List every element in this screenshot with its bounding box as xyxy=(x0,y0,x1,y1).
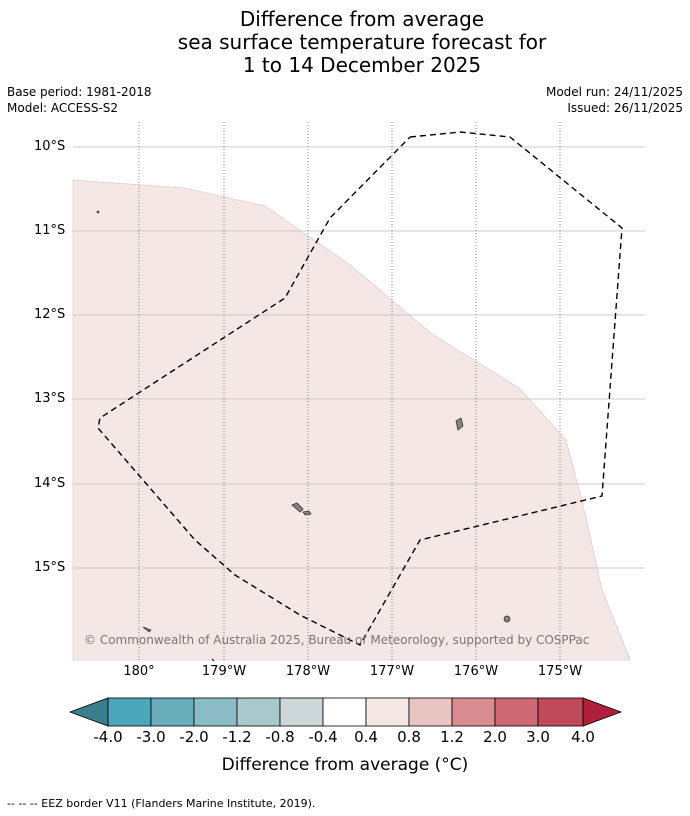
southern-edge-mark xyxy=(211,658,215,662)
meta-left: Base period: 1981-2018 Model: ACCESS-S2 xyxy=(7,84,152,116)
lon-label-180: 180° xyxy=(123,664,155,679)
colorbar-segment xyxy=(236,697,281,727)
colorbar-label: Difference from average (°C) xyxy=(221,755,469,775)
colorbar-tick: 1.2 xyxy=(440,728,464,746)
colorbar-tick: 0.4 xyxy=(354,728,378,746)
lon-label-177w: 177°W xyxy=(369,664,415,679)
lat-label-13s: 13°S xyxy=(34,391,66,406)
meta-right: Model run: 24/11/2025 Issued: 26/11/2025 xyxy=(546,84,683,116)
colorbar-segment xyxy=(494,697,539,727)
lat-label-14s: 14°S xyxy=(34,476,66,491)
island-vanua-levu-east xyxy=(291,502,304,513)
lat-label-10s: 10°S xyxy=(34,139,66,154)
colorbar-segment xyxy=(193,697,238,727)
colorbar-segment xyxy=(451,697,496,727)
colorbar-tick: 0.8 xyxy=(397,728,421,746)
copyright-notice: © Commonwealth of Australia 2025, Bureau… xyxy=(84,633,590,647)
colorbar-tick: -2.0 xyxy=(179,728,209,746)
colorbar-tick: -0.4 xyxy=(308,728,338,746)
model-run: Model run: 24/11/2025 xyxy=(545,85,683,99)
colorbar-tick: 3.0 xyxy=(526,728,550,746)
colorbar-segment xyxy=(150,697,195,727)
eez-footnote: -- -- -- EEZ border V11 (Flanders Marine… xyxy=(7,797,316,810)
lon-label-179w: 179°W xyxy=(201,664,247,679)
islands xyxy=(96,210,511,633)
lon-label-175w: 175°W xyxy=(537,664,583,679)
island-small-3 xyxy=(142,626,152,633)
colorbar-tick: -1.2 xyxy=(222,728,252,746)
issued-date: Issued: 26/11/2025 xyxy=(567,101,683,115)
island-small-4 xyxy=(96,210,100,214)
lon-label-176w: 176°W xyxy=(453,664,499,679)
base-period: Base period: 1981-2018 xyxy=(7,85,152,99)
colorbar-segment xyxy=(365,697,410,727)
lat-label-11s: 11°S xyxy=(34,223,66,238)
lat-label-15s: 15°S xyxy=(34,560,66,575)
colorbar-segment xyxy=(279,697,324,727)
colorbar-segment xyxy=(107,697,152,727)
island-small-2 xyxy=(503,615,511,623)
colorbar-tick: 4.0 xyxy=(571,728,595,746)
colorbar-segment xyxy=(537,697,584,727)
title-line-1: Difference from average xyxy=(239,7,485,31)
island-small-1 xyxy=(302,510,312,516)
island-wallis xyxy=(455,417,464,431)
title-line-2: sea surface temperature forecast for xyxy=(177,30,547,54)
colorbar xyxy=(68,697,623,727)
colorbar-segment xyxy=(322,697,367,727)
colorbar-tick: -4.0 xyxy=(93,728,123,746)
lat-label-12s: 12°S xyxy=(34,307,66,322)
colorbar-lower-extension xyxy=(68,697,109,727)
colorbar-segment xyxy=(408,697,453,727)
model-name: Model: ACCESS-S2 xyxy=(7,101,119,115)
eez-border xyxy=(97,131,623,646)
colorbar-upper-extension xyxy=(582,697,623,727)
map-title: Difference from average sea surface temp… xyxy=(0,8,690,77)
colorbar-tick: -3.0 xyxy=(136,728,166,746)
anomaly-region xyxy=(72,179,631,661)
lon-label-178w: 178°W xyxy=(285,664,331,679)
latitude-gridlines xyxy=(73,146,645,569)
colorbar-tick: -0.8 xyxy=(265,728,295,746)
title-line-3: 1 to 14 December 2025 xyxy=(242,53,482,77)
colorbar-tick: 2.0 xyxy=(483,728,507,746)
